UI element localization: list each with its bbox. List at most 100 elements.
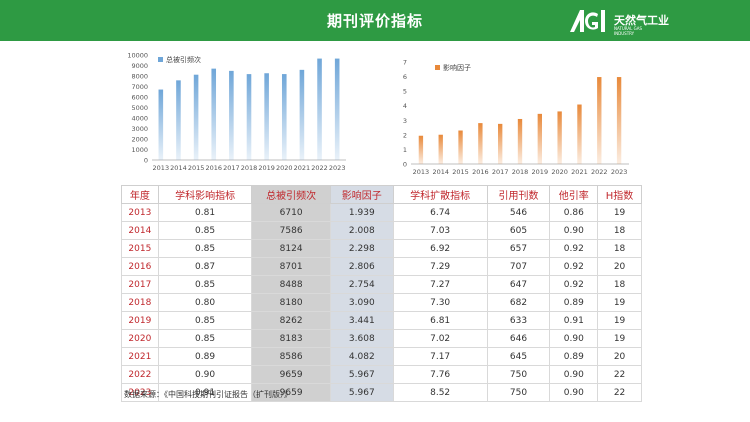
table-cell: 7.02 xyxy=(392,329,488,348)
bar-2018 xyxy=(246,74,252,160)
table-cell: 19 xyxy=(597,203,642,222)
table-cell: 19 xyxy=(597,311,642,330)
logo-en-text: NATURAL GAS INDUSTRY xyxy=(614,26,643,36)
bar-2021 xyxy=(577,104,582,164)
x-tick-label: 2013 xyxy=(413,168,430,176)
y-tick-label: 8000 xyxy=(131,73,148,81)
table-cell: 3.090 xyxy=(329,293,394,312)
table-cell: 8488 xyxy=(251,275,331,294)
logo: 天然气工业 NATURAL GAS INDUSTRY xyxy=(568,6,708,36)
year-cell: 2021 xyxy=(121,347,159,366)
table-cell: 0.85 xyxy=(157,221,253,240)
bar-2022 xyxy=(597,77,602,164)
page-title: 期刊评价指标 xyxy=(326,12,423,30)
year-cell: 2013 xyxy=(121,203,159,222)
table-row: 2023 0.91 9659 5.967 8.52 750 0.90 22 xyxy=(121,383,642,402)
table-cell: 0.85 xyxy=(157,311,253,330)
table-cell: 0.89 xyxy=(549,293,599,312)
table-cell: 0.90 xyxy=(549,383,599,402)
column-header: H指数 xyxy=(597,185,642,204)
table-cell: 6.92 xyxy=(392,239,488,258)
x-tick-label: 2017 xyxy=(492,168,509,176)
y-tick-label: 10000 xyxy=(127,52,148,60)
table-cell: 0.92 xyxy=(549,275,599,294)
x-tick-label: 2023 xyxy=(611,168,628,176)
column-header: 学科影响指标 xyxy=(157,185,253,204)
column-header: 总被引频次 xyxy=(251,185,331,204)
table-cell: 3.441 xyxy=(329,311,394,330)
bar-2013 xyxy=(418,135,424,164)
column-header: 学科扩散指标 xyxy=(392,185,488,204)
table-cell: 9659 xyxy=(251,383,331,402)
x-tick-label: 2020 xyxy=(551,168,568,176)
y-tick-label: 0 xyxy=(403,161,407,169)
ngi-logo-icon xyxy=(570,10,605,32)
bar-2023 xyxy=(616,77,622,164)
table-cell: 19 xyxy=(597,329,642,348)
logo-cn-text: 天然气工业 xyxy=(614,14,669,27)
bar-2014 xyxy=(176,80,181,160)
year-cell: 2018 xyxy=(121,293,159,312)
bar-2018 xyxy=(517,118,523,164)
table-cell: 0.85 xyxy=(157,329,253,348)
table-cell: 0.85 xyxy=(157,239,253,258)
bar-2017 xyxy=(229,70,234,160)
x-tick-label: 2018 xyxy=(512,168,529,176)
x-tick-label: 2015 xyxy=(452,168,469,176)
table-cell: 0.85 xyxy=(157,275,253,294)
table-cell: 0.81 xyxy=(157,203,253,222)
table-cell: 0.92 xyxy=(549,239,599,258)
bar-2014 xyxy=(438,134,443,164)
y-tick-label: 9000 xyxy=(131,62,148,70)
table-cell: 18 xyxy=(597,239,642,258)
bar-2015 xyxy=(458,130,463,164)
table-cell: 0.89 xyxy=(157,347,253,366)
table-cell: 7.30 xyxy=(392,293,488,312)
bar-2020 xyxy=(557,111,562,164)
y-tick-label: 1000 xyxy=(131,146,148,154)
x-tick-label: 2021 xyxy=(294,164,311,172)
table-cell: 20 xyxy=(597,347,642,366)
year-cell: 2023 xyxy=(121,383,159,402)
legend-label: 总被引频次 xyxy=(166,55,201,64)
table-cell: 5.967 xyxy=(329,365,394,384)
impact-factor-bar-chart: 0 1 2 3 4 5 6 7 2013 2014 2015 2016 2017 2018 2019 2020… xyxy=(403,59,629,176)
table-cell: 605 xyxy=(486,221,551,240)
x-tick-label: 2021 xyxy=(571,168,588,176)
table-cell: 19 xyxy=(597,293,642,312)
table-cell: 0.91 xyxy=(157,383,253,402)
bar-2022 xyxy=(317,58,322,160)
year-cell: 2016 xyxy=(121,257,159,276)
table-cell: 18 xyxy=(597,221,642,240)
table-cell: 22 xyxy=(597,365,642,384)
table-cell: 0.90 xyxy=(157,365,253,384)
table-row: 2016 0.87 8701 2.806 7.29 707 0.92 20 xyxy=(121,257,642,276)
year-cell: 2020 xyxy=(121,329,159,348)
x-tick-label: 2015 xyxy=(188,164,205,172)
table-cell: 6.81 xyxy=(392,311,488,330)
table-cell: 0.92 xyxy=(549,257,599,276)
x-tick-label: 2014 xyxy=(432,168,449,176)
column-header: 影响因子 xyxy=(329,185,394,204)
table-row: 2018 0.80 8180 3.090 7.30 682 0.89 19 xyxy=(121,293,642,312)
table-cell: 8701 xyxy=(251,257,331,276)
legend-swatch xyxy=(435,65,440,70)
table-cell: 8180 xyxy=(251,293,331,312)
data-source-note: 数据来源：《中国科技期刊引证报告（扩刊版）》 xyxy=(124,390,292,399)
bar-2019 xyxy=(264,73,269,160)
table-cell: 546 xyxy=(486,203,551,222)
bar-2020 xyxy=(281,74,287,160)
table-row: 2021 0.89 8586 4.082 7.17 645 0.89 20 xyxy=(121,347,642,366)
y-tick-label: 2000 xyxy=(131,136,148,144)
table-cell: 22 xyxy=(597,383,642,402)
table-cell: 707 xyxy=(486,257,551,276)
table-cell: 646 xyxy=(486,329,551,348)
y-tick-label: 5 xyxy=(403,88,407,96)
header-bar: 期刊评价指标 天然气工业 NATURAL GAS INDUSTRY xyxy=(0,0,750,41)
year-cell: 2019 xyxy=(121,311,159,330)
table-cell: 2.008 xyxy=(329,221,394,240)
y-tick-label: 4 xyxy=(403,102,407,110)
bar-2016 xyxy=(478,123,483,164)
x-tick-label: 2014 xyxy=(170,164,187,172)
x-tick-label: 2022 xyxy=(311,164,328,172)
